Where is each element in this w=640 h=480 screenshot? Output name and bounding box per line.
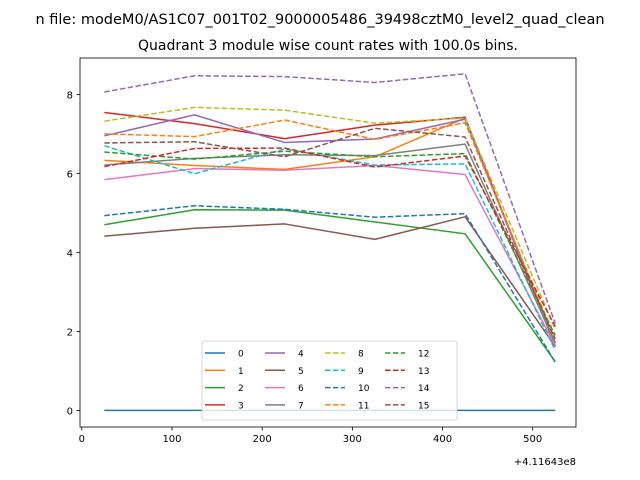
series-line-8 [104,106,556,330]
x-tick-label: 500 [523,434,542,445]
y-tick-label: 4 [67,248,73,259]
x-tick-label: 100 [162,434,181,445]
legend-label-3: 3 [238,401,244,411]
legend-label-14: 14 [418,384,430,394]
legend-label-12: 12 [418,350,429,360]
legend-label-8: 8 [358,350,364,360]
series-line-11 [104,119,556,339]
legend-label-9: 9 [358,367,364,377]
y-tick-label: 2 [67,327,73,338]
series-line-13 [104,147,556,328]
legend-label-7: 7 [298,401,304,411]
series-line-2 [104,208,556,363]
legend-label-5: 5 [298,367,304,377]
plot-area: 0 100 200 300 400 500+4.11643e802468012345678… [67,57,577,468]
series-line-15 [104,127,556,340]
series-line-14 [104,73,556,324]
legend-label-0: 0 [238,350,244,360]
series-line-12 [104,150,556,336]
x-tick-label: 300 [343,434,362,445]
y-tick-label: 8 [67,90,73,101]
legend-label-2: 2 [238,384,244,394]
series-line-7 [104,143,556,344]
x-offset-label: +4.11643e8 [514,457,576,468]
legend-label-13: 13 [418,367,429,377]
chart-title: Quadrant 3 module wise count rates with … [138,38,518,54]
legend-label-1: 1 [238,367,244,377]
series-line-6 [104,164,556,346]
y-tick-label: 6 [67,169,73,180]
series-line-3 [104,111,556,347]
series-line-10 [104,205,556,363]
y-tick-label: 0 [67,406,73,417]
axes-frame [79,57,577,428]
legend-label-10: 10 [358,384,370,394]
legend-label-15: 15 [418,401,429,411]
series-line-9 [104,144,556,351]
x-tick-label: 200 [253,434,272,445]
legend-label-4: 4 [298,350,304,360]
legend-label-6: 6 [298,384,304,394]
legend-label-11: 11 [358,401,369,411]
x-tick-label: 0 [79,434,85,445]
legend-box [201,340,458,421]
x-tick-label: 400 [433,434,452,445]
figure-suptitle: n file: modeM0/AS1C07_001T02_9000005486_… [35,12,604,28]
series-line-5 [104,216,556,347]
